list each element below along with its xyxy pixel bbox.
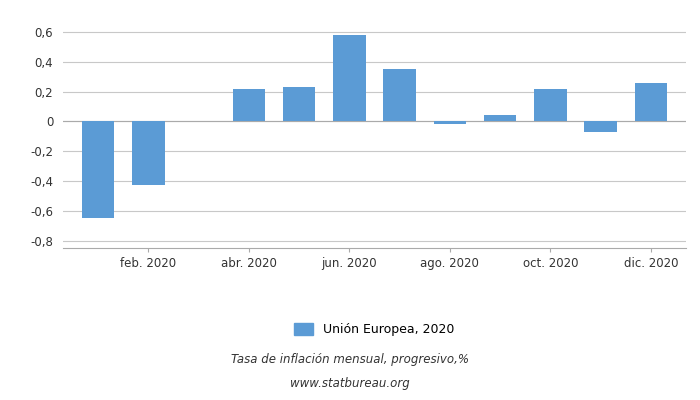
Bar [534,88,567,121]
Bar [634,82,667,121]
Bar [484,115,517,121]
Text: Tasa de inflación mensual, progresivo,%: Tasa de inflación mensual, progresivo,% [231,354,469,366]
Bar [584,121,617,132]
Bar [283,87,316,121]
Legend: Unión Europea, 2020: Unión Europea, 2020 [289,318,460,341]
Bar [232,88,265,121]
Bar [433,121,466,124]
Bar [82,121,115,218]
Bar [333,35,365,121]
Bar [132,121,164,186]
Bar [384,69,416,121]
Text: www.statbureau.org: www.statbureau.org [290,378,410,390]
